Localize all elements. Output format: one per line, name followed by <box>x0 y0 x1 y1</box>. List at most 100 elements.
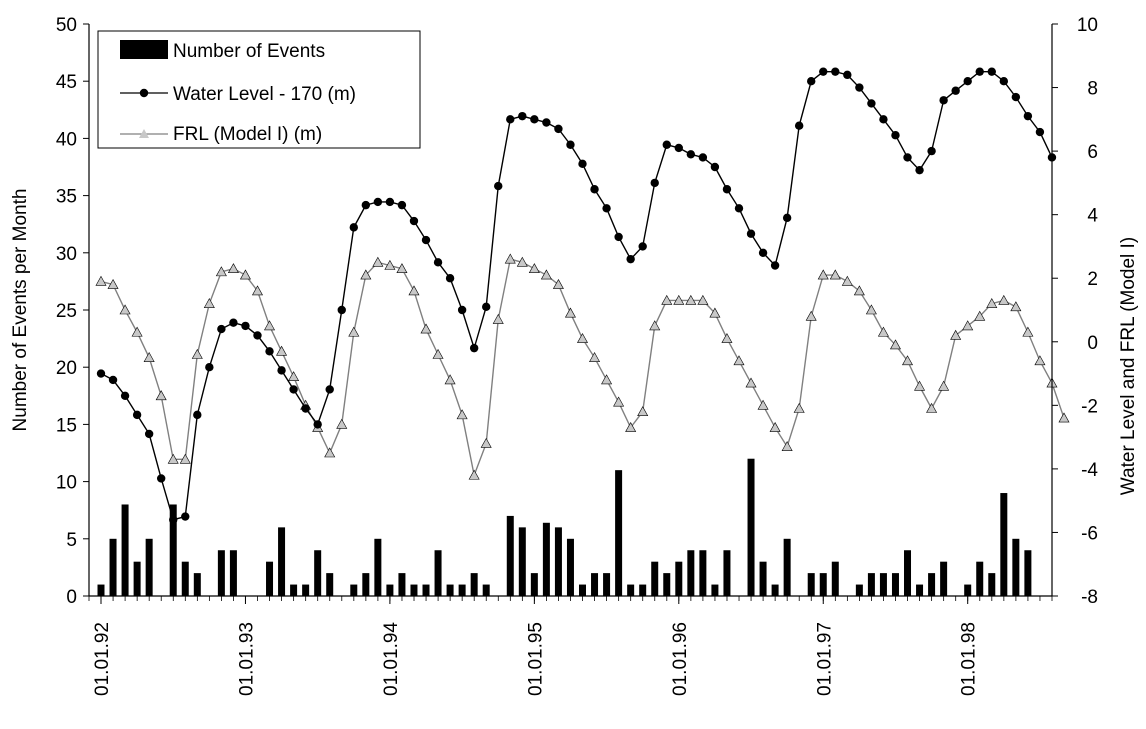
frl-point <box>1010 301 1022 312</box>
legend-water-marker <box>139 88 149 98</box>
event-bar <box>410 584 418 596</box>
water-level-point <box>469 343 479 353</box>
event-bar <box>759 561 767 596</box>
water-level-point <box>433 258 443 267</box>
event-bar <box>879 573 887 596</box>
water-level-point <box>120 391 130 400</box>
y-right-tick-label: -2 <box>1081 396 1098 417</box>
water-level-point <box>951 86 960 95</box>
event-bar <box>121 504 129 596</box>
frl-point <box>516 256 528 267</box>
event-bar <box>699 550 707 596</box>
frl-point <box>528 263 540 273</box>
frl-point <box>998 294 1010 305</box>
frl-point <box>613 396 625 407</box>
event-bar <box>278 527 286 596</box>
event-bar <box>591 573 599 596</box>
water-level-point <box>879 115 888 124</box>
frl-point <box>203 298 215 308</box>
frl-point <box>853 285 865 296</box>
frl-point <box>914 380 926 391</box>
frl-point <box>1034 355 1046 366</box>
water-level-point <box>518 111 527 121</box>
y-left-tick-label: 15 <box>56 415 77 436</box>
x-tick-label: 01.01.96 <box>670 622 691 696</box>
x-tick-label: 01.01.92 <box>92 622 113 696</box>
frl-point <box>733 355 745 366</box>
water-level-point <box>939 96 948 105</box>
water-level-point <box>265 347 274 356</box>
water-level-point <box>1023 111 1033 121</box>
water-level-point <box>409 216 419 226</box>
x-tick-label: 01.01.94 <box>381 622 402 696</box>
y-right-tick-label: 10 <box>1077 15 1098 36</box>
water-level-point <box>602 204 611 213</box>
event-bar <box>603 573 611 596</box>
water-level-point <box>313 420 322 429</box>
frl-point <box>324 447 336 458</box>
frl-point <box>709 307 721 318</box>
event-bar <box>326 573 334 596</box>
frl-point <box>420 323 432 334</box>
frl-point <box>360 269 372 280</box>
frl-point <box>841 275 853 286</box>
event-bar <box>482 584 490 596</box>
event-bar <box>855 584 863 596</box>
frl-point <box>444 374 456 385</box>
event-bar <box>651 561 659 596</box>
event-bar <box>916 584 924 596</box>
frl-point <box>805 310 817 321</box>
frl-point <box>264 320 276 331</box>
water-level-point <box>289 385 298 394</box>
event-bar <box>217 550 225 596</box>
event-bar <box>181 561 189 596</box>
frl-point <box>889 339 901 350</box>
event-bar <box>771 584 779 596</box>
event-bar <box>554 527 562 596</box>
water-level-point <box>999 77 1009 86</box>
water-level-point <box>566 140 575 149</box>
event-bar <box>458 584 466 596</box>
y-right-tick-label: 4 <box>1087 206 1098 227</box>
legend-events-swatch <box>120 40 168 59</box>
frl-point <box>625 421 637 432</box>
ticks-layer: 0 5 10 15 20 25 30 35 40 45 50 -8 -6 -4 -2 0 2 4 6 8 10 01.01… <box>56 15 1099 696</box>
event-bar <box>229 550 237 596</box>
event-bar <box>530 573 538 596</box>
x-tick-label: 01.01.93 <box>236 622 257 696</box>
water-level-point <box>205 363 214 372</box>
y-left-tick-label: 30 <box>56 244 77 265</box>
water-level-point <box>169 515 178 524</box>
water-level-point <box>1035 127 1045 137</box>
frl-point <box>408 285 420 296</box>
frl-series-layer <box>95 253 1070 480</box>
frl-point <box>877 326 889 337</box>
water-level-point <box>819 67 828 76</box>
event-bar <box>97 584 105 596</box>
event-bar <box>386 584 394 596</box>
frl-point <box>492 313 504 324</box>
frl-point <box>456 409 468 420</box>
frl-point <box>107 278 119 289</box>
frl-point <box>251 285 263 296</box>
water-level-point <box>421 235 431 245</box>
frl-point <box>95 275 107 286</box>
water-level-point <box>975 67 984 76</box>
water-level-point <box>867 99 876 108</box>
frl-point <box>1058 412 1070 423</box>
water-level-point <box>927 146 936 156</box>
event-bar <box>747 458 755 596</box>
event-bar <box>928 573 936 596</box>
frl-point <box>143 352 155 362</box>
bars-layer <box>97 458 1032 596</box>
frl-point <box>384 259 396 270</box>
water-level-point <box>698 153 708 162</box>
event-bar <box>783 538 791 596</box>
frl-point <box>564 307 576 318</box>
frl-point <box>974 310 986 321</box>
frl-point <box>552 278 564 289</box>
frl-point <box>781 441 793 451</box>
y-axis-right-label: Water Level and FRL (Model I) <box>1118 237 1139 495</box>
water-level-point <box>578 159 587 169</box>
water-level-point <box>181 512 190 521</box>
